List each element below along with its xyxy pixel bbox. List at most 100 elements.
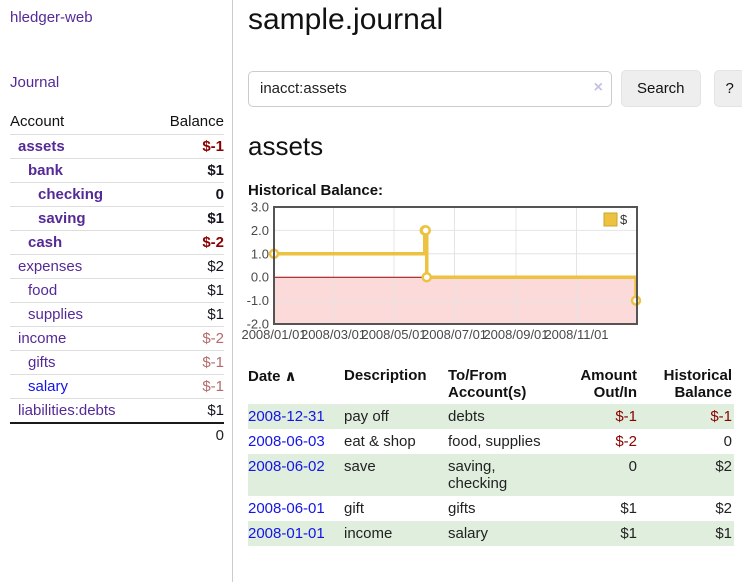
chart-title: Historical Balance: (248, 182, 384, 199)
x-axis-tick-label: 2008/01/01 (241, 327, 306, 342)
sidebar-account-link-supplies[interactable]: supplies (28, 306, 84, 323)
sidebar: hledger-web Journal Account Balance asse… (0, 0, 233, 582)
transaction-date-link[interactable]: 2008-01-01 (248, 525, 325, 542)
transaction-accounts: food, supplies (448, 433, 541, 450)
register-row[interactable]: 2008-06-03 eat & shop food, supplies $-2 0 (248, 429, 734, 454)
account-balance: $-1 (202, 378, 224, 395)
sidebar-account-link-food[interactable]: food (28, 282, 58, 299)
sidebar-account-link-income[interactable]: income (18, 330, 67, 347)
accounts-total-value: 0 (151, 422, 224, 448)
y-axis-tick-label: 2.0 (251, 223, 269, 238)
transaction-date-link[interactable]: 2008-06-02 (248, 458, 325, 475)
register-column-header-date[interactable]: Date ∧ (248, 365, 344, 404)
sidebar-account-link-cash[interactable]: cash (28, 234, 63, 251)
transaction-amount: $1 (554, 521, 639, 546)
data-point (421, 271, 432, 283)
main-content: sample.journal × Search ? assets Histori… (233, 0, 742, 582)
x-axis-tick-label: 2008/09/01 (483, 327, 548, 342)
y-axis-tick-label: 1.0 (251, 246, 269, 261)
transaction-description: eat & shop (344, 433, 416, 450)
sidebar-account-link-checking[interactable]: checking (38, 186, 104, 203)
plot-border (273, 206, 638, 325)
y-axis-tick-label: -1.0 (247, 293, 269, 308)
register-table: Date ∧ Description To/From Account(s) Amount… (248, 365, 734, 546)
register-row[interactable]: 2008-12-31 pay off debts $-1 $-1 (248, 404, 734, 429)
account-balance: 0 (215, 186, 224, 203)
transaction-accounts: gifts (448, 500, 476, 517)
account-column-header: Account (10, 113, 65, 130)
accounts-table-header: Account Balance (10, 110, 224, 135)
account-balance: $1 (207, 210, 224, 227)
data-point (420, 225, 431, 236)
transaction-description: save (344, 454, 448, 496)
account-balance: $1 (207, 162, 224, 179)
account-row: expenses $2 (10, 254, 224, 279)
brand-link[interactable]: hledger-web (10, 9, 93, 26)
transaction-balance: $-1 (639, 404, 734, 429)
account-balance: $1 (207, 282, 224, 299)
clear-search-icon[interactable]: × (593, 78, 603, 96)
transaction-date-link[interactable]: 2008-06-01 (248, 500, 325, 517)
sidebar-account-link-salary[interactable]: salary (28, 378, 69, 395)
transaction-description: pay off (344, 404, 448, 429)
account-balance: $-1 (202, 354, 224, 371)
account-row: assets $-1 (10, 134, 224, 159)
register-column-header-historical-balance[interactable]: Historical Balance (639, 365, 734, 404)
register-row[interactable]: 2008-06-01 gift gifts $1 $2 (248, 496, 734, 521)
register-column-label: Amount Out/In (580, 367, 637, 401)
search-form: × Search ? (248, 70, 742, 107)
search-input[interactable] (248, 70, 612, 107)
transaction-accounts: debts (448, 404, 554, 429)
y-axis-tick-label: -2.0 (247, 317, 269, 332)
sidebar-account-link-expenses[interactable]: expenses (18, 258, 83, 275)
transaction-date-link[interactable]: 2008-12-31 (248, 408, 325, 425)
accounts-table: Account Balance assets $-1 bank $1 checking 0… (10, 110, 224, 448)
transaction-amount: $-1 (554, 404, 639, 429)
journal-link[interactable]: Journal (10, 74, 60, 91)
transaction-date-link[interactable]: 2008-06-03 (248, 433, 325, 450)
register-row[interactable]: 2008-01-01 income salary $1 $1 (248, 521, 734, 546)
sidebar-account-link-gifts[interactable]: gifts (28, 354, 56, 371)
transaction-description: income (344, 521, 448, 546)
account-balance: $-2 (202, 234, 224, 251)
x-axis-tick-label: 2008/03/01 (301, 327, 366, 342)
account-row: checking 0 (10, 182, 224, 207)
transaction-balance: $1 (639, 521, 734, 546)
legend-swatch (603, 212, 618, 227)
transaction-amount: $1 (620, 500, 637, 517)
x-axis-tick-label: 2008/11/01 (544, 327, 608, 342)
search-button[interactable]: Search (621, 70, 701, 107)
register-column-header-description[interactable]: Description (344, 365, 448, 404)
y-axis-tick-label: 3.0 (251, 200, 269, 215)
register-header-row: Date ∧ Description To/From Account(s) Amount… (248, 365, 734, 404)
sidebar-account-link-liabilities-debts[interactable]: liabilities:debts (18, 402, 116, 419)
account-row: saving $1 (10, 206, 224, 231)
sidebar-account-link-saving[interactable]: saving (38, 210, 86, 227)
register-column-label: To/From Account(s) (448, 367, 527, 401)
sidebar-account-link-assets[interactable]: assets (18, 138, 65, 155)
register-column-header-amount-out-in[interactable]: Amount Out/In (554, 365, 639, 404)
x-axis-tick-label: 2008/05/01 (361, 327, 426, 342)
register-column-label: Date (248, 368, 281, 385)
transaction-accounts: saving, checking (448, 454, 554, 496)
sidebar-account-link-bank[interactable]: bank (28, 162, 64, 179)
register-column-label: Historical Balance (663, 367, 732, 401)
historical-balance-chart[interactable]: $3.0 2.0 1.0 0.0 -1.0 -2.02008/01/012008/03/0… (241, 200, 652, 351)
transaction-balance: 0 (723, 433, 732, 450)
account-balance: $1 (207, 306, 224, 323)
account-row: income $-2 (10, 326, 224, 351)
account-row: gifts $-1 (10, 350, 224, 375)
register-row[interactable]: 2008-06-02 save saving, checking 0 $2 (248, 454, 734, 496)
register-column-header-to-from-account-s-[interactable]: To/From Account(s) (448, 365, 554, 404)
legend-label: $ (620, 212, 628, 227)
page-title: sample.journal (248, 3, 444, 36)
account-balance: $-1 (202, 138, 224, 155)
account-row: liabilities:debts $1 (10, 398, 224, 424)
account-row: cash $-2 (10, 230, 224, 255)
account-row: food $1 (10, 278, 224, 303)
help-button[interactable]: ? (713, 70, 742, 107)
y-axis-tick-label: 0.0 (251, 270, 269, 285)
search-box: × (248, 70, 612, 107)
sort-ascending-icon: ∧ (284, 368, 297, 385)
